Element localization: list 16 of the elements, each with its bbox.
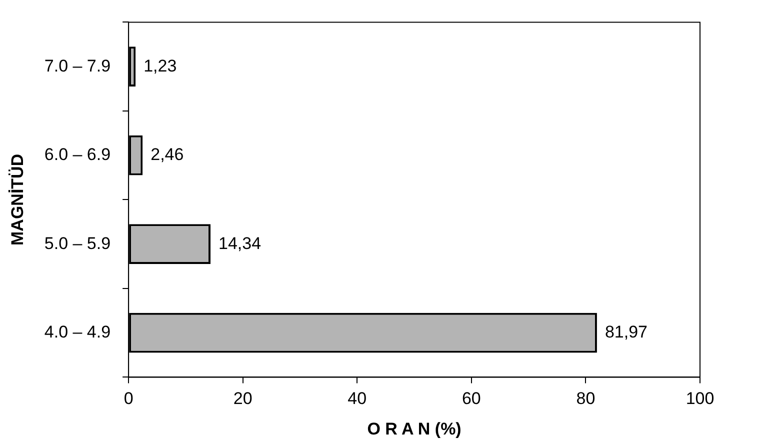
x-tick-label: 100 bbox=[686, 389, 714, 408]
y-axis-title: MAGNİTÜD bbox=[8, 154, 27, 246]
y-tick-label: 4.0 – 4.9 bbox=[44, 322, 111, 342]
data-label: 1,23 bbox=[144, 56, 177, 76]
x-tick-label: 0 bbox=[124, 389, 134, 408]
data-label: 2,46 bbox=[150, 145, 184, 164]
y-tick-label: 6.0 – 6.9 bbox=[44, 145, 111, 164]
data-label: 14,34 bbox=[218, 234, 262, 253]
x-tick-label: 60 bbox=[462, 389, 481, 408]
data-label: 81,97 bbox=[604, 322, 648, 342]
x-tick-label: 20 bbox=[233, 389, 252, 408]
y-tick-label: 7.0 – 7.9 bbox=[44, 56, 111, 76]
y-tick-label: 5.0 – 5.9 bbox=[44, 234, 111, 253]
x-tick-label: 80 bbox=[576, 389, 596, 408]
x-axis-title: O R A N (%) bbox=[367, 419, 462, 438]
x-tick-label: 40 bbox=[348, 389, 367, 408]
